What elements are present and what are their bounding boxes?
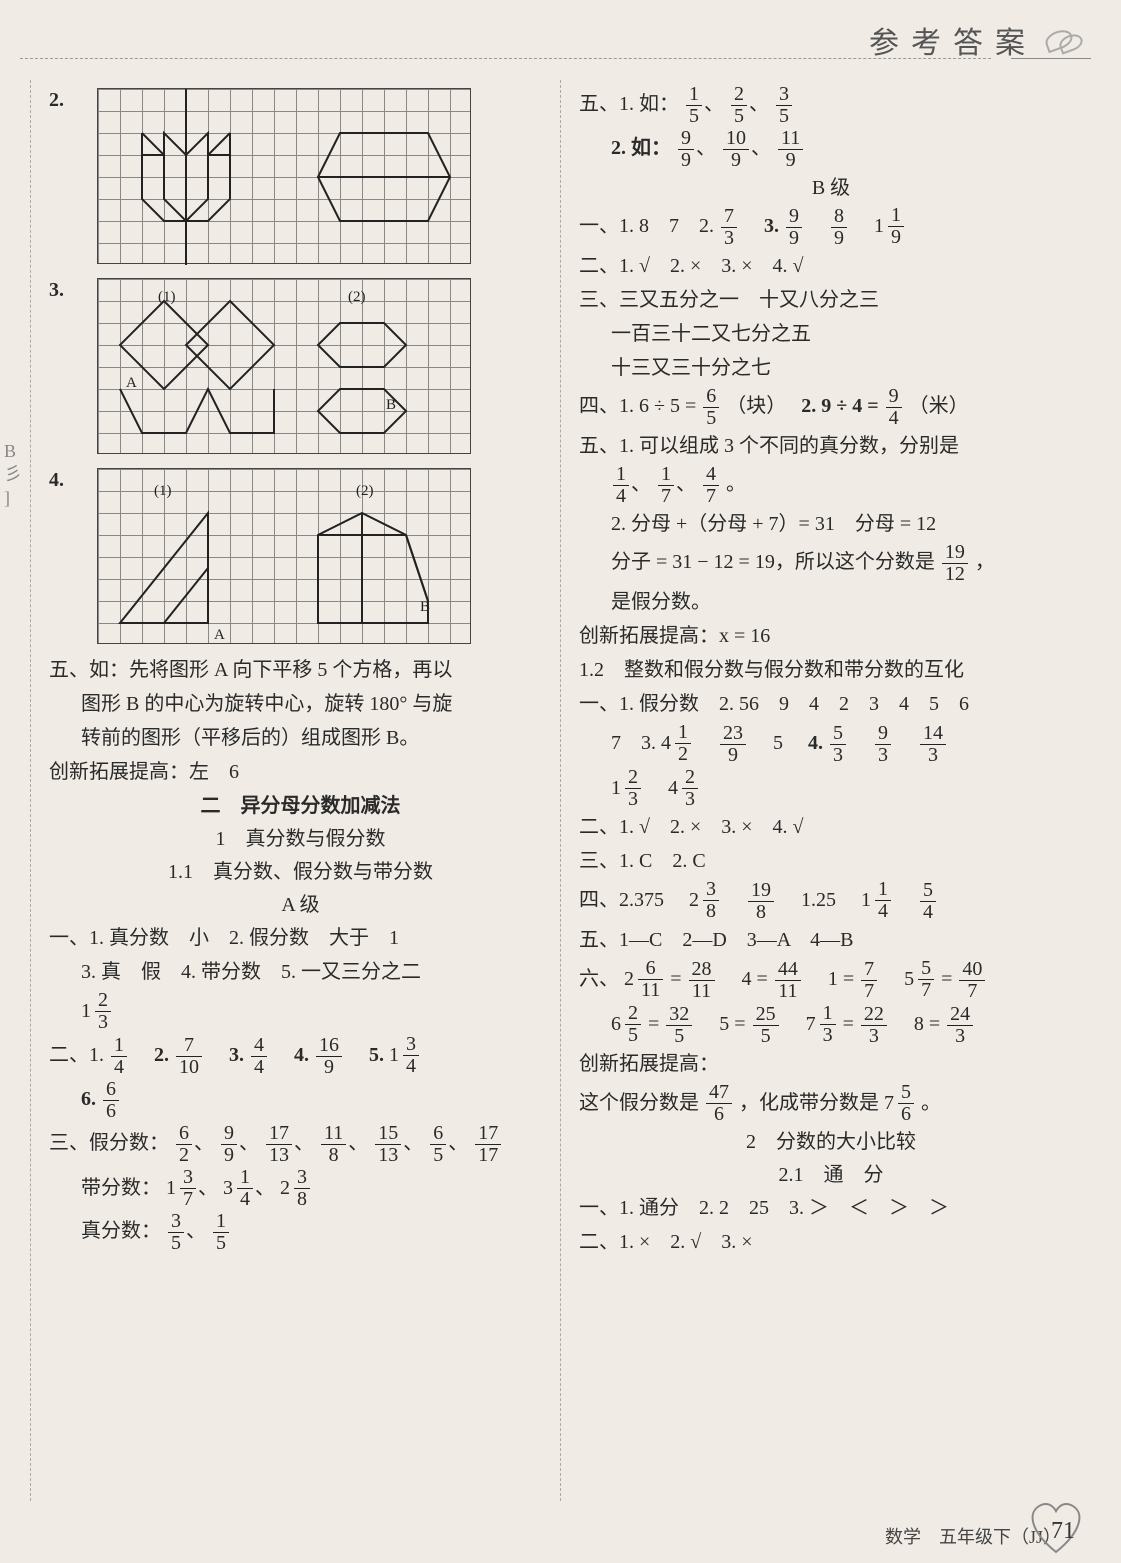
figure-4-grid: (1) (2) A B bbox=[97, 468, 471, 644]
b1: 一、1. 8 7 2. 73 3. 99 89 119 bbox=[579, 205, 1083, 249]
c4: 四、2.375 238 198 1.25 114 54 bbox=[579, 879, 1083, 923]
a1-line3: 3. 真 假 4. 带分数 5. 一又三分之二 bbox=[49, 956, 552, 989]
r5-2: 2. 如： 99、 109、 119 bbox=[579, 128, 1083, 171]
left-5-line2: 图形 B 的中心为旋转中心，旋转 180° 与旋 bbox=[49, 688, 552, 721]
figure-2-row: 2. bbox=[49, 84, 552, 274]
sec-2-2: 2 分数的大小比较 bbox=[579, 1126, 1083, 1159]
cxk3-label: 创新拓展提高： bbox=[579, 1048, 1083, 1081]
c2: 二、1. √ 2. × 3. × 4. √ bbox=[579, 811, 1083, 844]
header-flourish-icon bbox=[1043, 25, 1091, 55]
a1-line1: 一、1. 真分数 小 2. 假分数 大于 1 bbox=[49, 922, 552, 955]
left-5-line1: 五、如：先将图形 A 向下平移 5 个方格，再以 bbox=[49, 654, 552, 687]
header-rule bbox=[20, 58, 991, 59]
b5-1: 五、1. 可以组成 3 个不同的真分数，分别是 bbox=[579, 430, 1083, 463]
figure-2-number: 2. bbox=[49, 84, 71, 117]
figure-3-number: 3. bbox=[49, 274, 71, 307]
c5: 五、1—C 2—D 3—A 4—B bbox=[579, 924, 1083, 957]
a3-improper: 三、假分数： 62、 99、 1713、 118、 1513、 65、 1717 bbox=[49, 1123, 552, 1166]
level-b-label: B 级 bbox=[579, 172, 1083, 205]
b5-2a: 2. 分母 +（分母 + 7）= 31 分母 = 12 bbox=[579, 508, 1083, 541]
section-2-title: 二 异分母分数加减法 bbox=[49, 790, 552, 823]
cxk3-line: 这个假分数是 476 ，化成带分数是 756 。 bbox=[579, 1082, 1083, 1126]
c1-1b: 7 3. 412 239 5 4. 53 93 143 bbox=[579, 722, 1083, 766]
b3c: 十三又三十分之七 bbox=[579, 352, 1083, 385]
section-2-1-title: 1 真分数与假分数 bbox=[49, 823, 552, 856]
c1-1c: 123 423 bbox=[579, 767, 1083, 810]
r5-1: 五、1. 如： 15、 25、 35 bbox=[579, 84, 1083, 127]
b5-1-fracs: 14、 17、 47 。 bbox=[579, 464, 1083, 507]
left-cxk: 创新拓展提高：左 6 bbox=[49, 756, 552, 789]
cxk2: 创新拓展提高：x = 16 bbox=[579, 620, 1083, 653]
page-header: 参考答案 bbox=[869, 18, 1091, 62]
figure-3-shapes bbox=[98, 279, 472, 455]
c3: 三、1. C 2. C bbox=[579, 845, 1083, 878]
page-title: 参考答案 bbox=[869, 18, 1037, 62]
left-margin-cut-text: B 彡 ] bbox=[4, 440, 22, 510]
b4: 四、1. 6 ÷ 5 = 65 （块） 2. 9 ÷ 4 = 94 （米） bbox=[579, 386, 1083, 429]
header-rule-right bbox=[1011, 58, 1091, 59]
figure-2-shapes bbox=[98, 89, 472, 265]
figure-4-number: 4. bbox=[49, 464, 71, 497]
a3-mixed: 带分数： 137、 314、 238 bbox=[49, 1167, 552, 1210]
b3a: 三、三又五分之一 十又八分之三 bbox=[579, 284, 1083, 317]
b3b: 一百三十二又七分之五 bbox=[579, 318, 1083, 351]
sec-1-2: 1.2 整数和假分数与假分数和带分数的互化 bbox=[579, 654, 1083, 687]
page-number: 71 bbox=[1051, 1518, 1075, 1545]
c1-1: 一、1. 假分数 2. 56 9 4 2 3 4 5 6 bbox=[579, 688, 1083, 721]
a1-line5-mixed: 123 bbox=[49, 990, 552, 1033]
content-area: 2. 3. (1) (2) A B bbox=[30, 80, 1091, 1501]
right-column: 五、1. 如： 15、 25、 35 2. 如： 99、 109、 119 B … bbox=[561, 80, 1091, 1501]
left-5-line3: 转前的图形（平移后的）组成图形 B。 bbox=[49, 722, 552, 755]
figure-4-shapes bbox=[98, 469, 472, 645]
d2: 二、1. × 2. √ 3. × bbox=[579, 1226, 1083, 1259]
footer-text: 数学 五年级下（JJ） bbox=[0, 1523, 1121, 1549]
figure-3-row: 3. (1) (2) A B bbox=[49, 274, 552, 464]
sec-2-2-1: 2.1 通 分 bbox=[579, 1159, 1083, 1192]
b5-2b: 分子 = 31 − 12 = 19，所以这个分数是 1912 ， bbox=[579, 542, 1083, 585]
b5-2d: 是假分数。 bbox=[579, 586, 1083, 619]
b2: 二、1. √ 2. × 3. × 4. √ bbox=[579, 250, 1083, 283]
level-a-label: A 级 bbox=[49, 889, 552, 922]
a2-line6: 6. 66 bbox=[49, 1079, 552, 1122]
d1: 一、1. 通分 2. 2 25 3. ＞ ＜ ＞ ＞ bbox=[579, 1192, 1083, 1225]
a2-line: 二、1. 14 2. 710 3. 44 4. 169 5. 134 bbox=[49, 1034, 552, 1078]
figure-3-grid: (1) (2) A B bbox=[97, 278, 471, 454]
c6-row1: 六、 2611 = 2811 4 = 4411 1 = 77 557 = 407 bbox=[579, 958, 1083, 1002]
figure-2-grid bbox=[97, 88, 471, 264]
section-2-1-1-title: 1.1 真分数、假分数与带分数 bbox=[49, 856, 552, 889]
a3-proper: 真分数： 35、 15 bbox=[49, 1211, 552, 1254]
left-column: 2. 3. (1) (2) A B bbox=[30, 80, 560, 1501]
figure-4-row: 4. (1) (2) A B bbox=[49, 464, 552, 654]
c6-row2: 625 = 325 5 = 255 713 = 223 8 = 243 bbox=[579, 1003, 1083, 1047]
